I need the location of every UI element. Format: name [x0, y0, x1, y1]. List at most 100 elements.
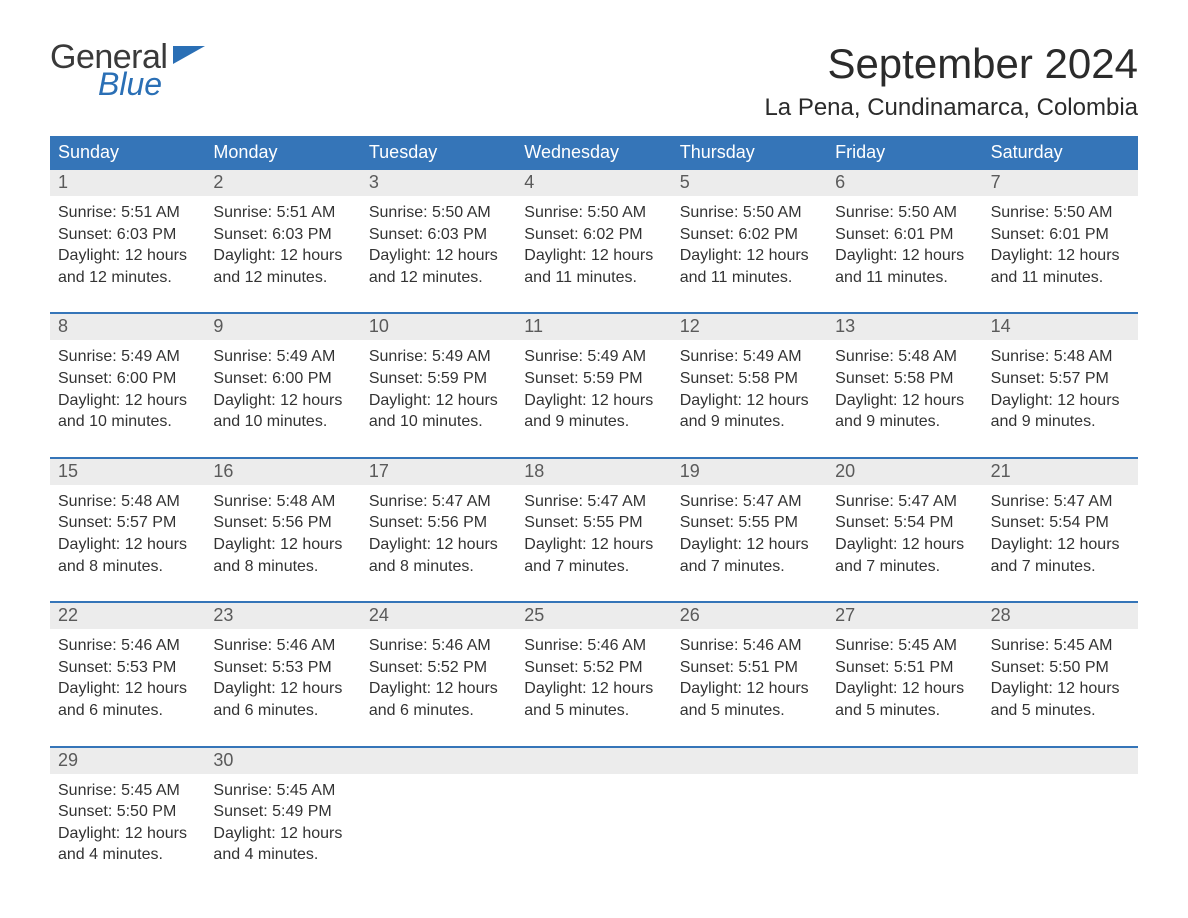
sunrise-text: Sunrise: 5:48 AM: [991, 346, 1130, 368]
daylight-text-1: Daylight: 12 hours: [835, 390, 974, 412]
sunrise-text: Sunrise: 5:47 AM: [835, 491, 974, 513]
daylight-text-1: Daylight: 12 hours: [524, 534, 663, 556]
sunrise-text: Sunrise: 5:46 AM: [58, 635, 197, 657]
daylight-text-2: and 5 minutes.: [524, 700, 663, 722]
day-cell: [361, 774, 516, 876]
sunrise-text: Sunrise: 5:45 AM: [835, 635, 974, 657]
day-cell: [516, 774, 671, 876]
day-number: 16: [205, 459, 360, 485]
daylight-text-1: Daylight: 12 hours: [991, 534, 1130, 556]
day-cell: Sunrise: 5:49 AMSunset: 6:00 PMDaylight:…: [205, 340, 360, 442]
daylight-text-1: Daylight: 12 hours: [58, 245, 197, 267]
day-cell: Sunrise: 5:50 AMSunset: 6:02 PMDaylight:…: [516, 196, 671, 298]
sunset-text: Sunset: 5:58 PM: [680, 368, 819, 390]
sunrise-text: Sunrise: 5:50 AM: [991, 202, 1130, 224]
day-number: 27: [827, 603, 982, 629]
sunrise-text: Sunrise: 5:51 AM: [58, 202, 197, 224]
sunset-text: Sunset: 5:52 PM: [369, 657, 508, 679]
sunrise-text: Sunrise: 5:46 AM: [524, 635, 663, 657]
calendar-week: 15161718192021Sunrise: 5:48 AMSunset: 5:…: [50, 457, 1138, 587]
daylight-text-2: and 11 minutes.: [991, 267, 1130, 289]
day-number-row: 2930: [50, 748, 1138, 774]
daylight-text-2: and 9 minutes.: [524, 411, 663, 433]
daylight-text-1: Daylight: 12 hours: [213, 534, 352, 556]
daylight-text-2: and 7 minutes.: [524, 556, 663, 578]
daylight-text-1: Daylight: 12 hours: [369, 534, 508, 556]
calendar: Sunday Monday Tuesday Wednesday Thursday…: [50, 136, 1138, 876]
dow-monday: Monday: [205, 136, 360, 170]
sunrise-text: Sunrise: 5:45 AM: [58, 780, 197, 802]
day-cell: Sunrise: 5:45 AMSunset: 5:50 PMDaylight:…: [50, 774, 205, 876]
day-number: 5: [672, 170, 827, 196]
sunset-text: Sunset: 5:53 PM: [58, 657, 197, 679]
dow-saturday: Saturday: [983, 136, 1138, 170]
sunset-text: Sunset: 6:02 PM: [680, 224, 819, 246]
day-number: 30: [205, 748, 360, 774]
sunrise-text: Sunrise: 5:50 AM: [369, 202, 508, 224]
day-number: 7: [983, 170, 1138, 196]
day-number: 11: [516, 314, 671, 340]
daylight-text-2: and 5 minutes.: [991, 700, 1130, 722]
sunset-text: Sunset: 6:00 PM: [213, 368, 352, 390]
daylight-text-2: and 6 minutes.: [369, 700, 508, 722]
sunrise-text: Sunrise: 5:51 AM: [213, 202, 352, 224]
day-number: 26: [672, 603, 827, 629]
sunrise-text: Sunrise: 5:47 AM: [680, 491, 819, 513]
daylight-text-2: and 12 minutes.: [369, 267, 508, 289]
day-number: 25: [516, 603, 671, 629]
sunset-text: Sunset: 5:59 PM: [369, 368, 508, 390]
day-cell: Sunrise: 5:46 AMSunset: 5:52 PMDaylight:…: [516, 629, 671, 731]
day-number: [361, 748, 516, 774]
day-of-week-header: Sunday Monday Tuesday Wednesday Thursday…: [50, 136, 1138, 170]
day-cell: Sunrise: 5:48 AMSunset: 5:57 PMDaylight:…: [50, 485, 205, 587]
daylight-text-1: Daylight: 12 hours: [524, 390, 663, 412]
day-cell: Sunrise: 5:50 AMSunset: 6:01 PMDaylight:…: [983, 196, 1138, 298]
daylight-text-2: and 8 minutes.: [369, 556, 508, 578]
day-number: 18: [516, 459, 671, 485]
day-number-row: 891011121314: [50, 314, 1138, 340]
day-cell: [672, 774, 827, 876]
sunrise-text: Sunrise: 5:46 AM: [369, 635, 508, 657]
sunrise-text: Sunrise: 5:50 AM: [680, 202, 819, 224]
day-cell: Sunrise: 5:47 AMSunset: 5:56 PMDaylight:…: [361, 485, 516, 587]
daylight-text-2: and 9 minutes.: [680, 411, 819, 433]
daylight-text-1: Daylight: 12 hours: [58, 678, 197, 700]
day-cell: Sunrise: 5:47 AMSunset: 5:55 PMDaylight:…: [672, 485, 827, 587]
day-number: 9: [205, 314, 360, 340]
day-number: 12: [672, 314, 827, 340]
daylight-text-2: and 6 minutes.: [58, 700, 197, 722]
day-number: 29: [50, 748, 205, 774]
day-number-row: 22232425262728: [50, 603, 1138, 629]
day-cell: Sunrise: 5:50 AMSunset: 6:02 PMDaylight:…: [672, 196, 827, 298]
sunset-text: Sunset: 5:53 PM: [213, 657, 352, 679]
daylight-text-1: Daylight: 12 hours: [213, 245, 352, 267]
sunrise-text: Sunrise: 5:47 AM: [369, 491, 508, 513]
day-cell: Sunrise: 5:50 AMSunset: 6:01 PMDaylight:…: [827, 196, 982, 298]
daylight-text-2: and 9 minutes.: [991, 411, 1130, 433]
daylight-text-1: Daylight: 12 hours: [835, 245, 974, 267]
day-number: 17: [361, 459, 516, 485]
daylight-text-2: and 10 minutes.: [58, 411, 197, 433]
dow-tuesday: Tuesday: [361, 136, 516, 170]
month-title: September 2024: [764, 40, 1138, 88]
sunset-text: Sunset: 5:51 PM: [835, 657, 974, 679]
day-number-row: 1234567: [50, 170, 1138, 196]
day-number: 22: [50, 603, 205, 629]
day-number: 28: [983, 603, 1138, 629]
daylight-text-1: Daylight: 12 hours: [213, 390, 352, 412]
sunrise-text: Sunrise: 5:45 AM: [991, 635, 1130, 657]
daylight-text-1: Daylight: 12 hours: [680, 245, 819, 267]
daylight-text-1: Daylight: 12 hours: [991, 678, 1130, 700]
sunrise-text: Sunrise: 5:49 AM: [58, 346, 197, 368]
daylight-text-2: and 8 minutes.: [213, 556, 352, 578]
day-number: 1: [50, 170, 205, 196]
daylight-text-2: and 12 minutes.: [58, 267, 197, 289]
daylight-text-1: Daylight: 12 hours: [835, 534, 974, 556]
sunrise-text: Sunrise: 5:46 AM: [213, 635, 352, 657]
daylight-text-1: Daylight: 12 hours: [680, 678, 819, 700]
day-cell: Sunrise: 5:50 AMSunset: 6:03 PMDaylight:…: [361, 196, 516, 298]
brand-text-bottom: Blue: [98, 68, 167, 100]
daylight-text-1: Daylight: 12 hours: [58, 534, 197, 556]
daylight-text-2: and 8 minutes.: [58, 556, 197, 578]
daylight-text-2: and 6 minutes.: [213, 700, 352, 722]
